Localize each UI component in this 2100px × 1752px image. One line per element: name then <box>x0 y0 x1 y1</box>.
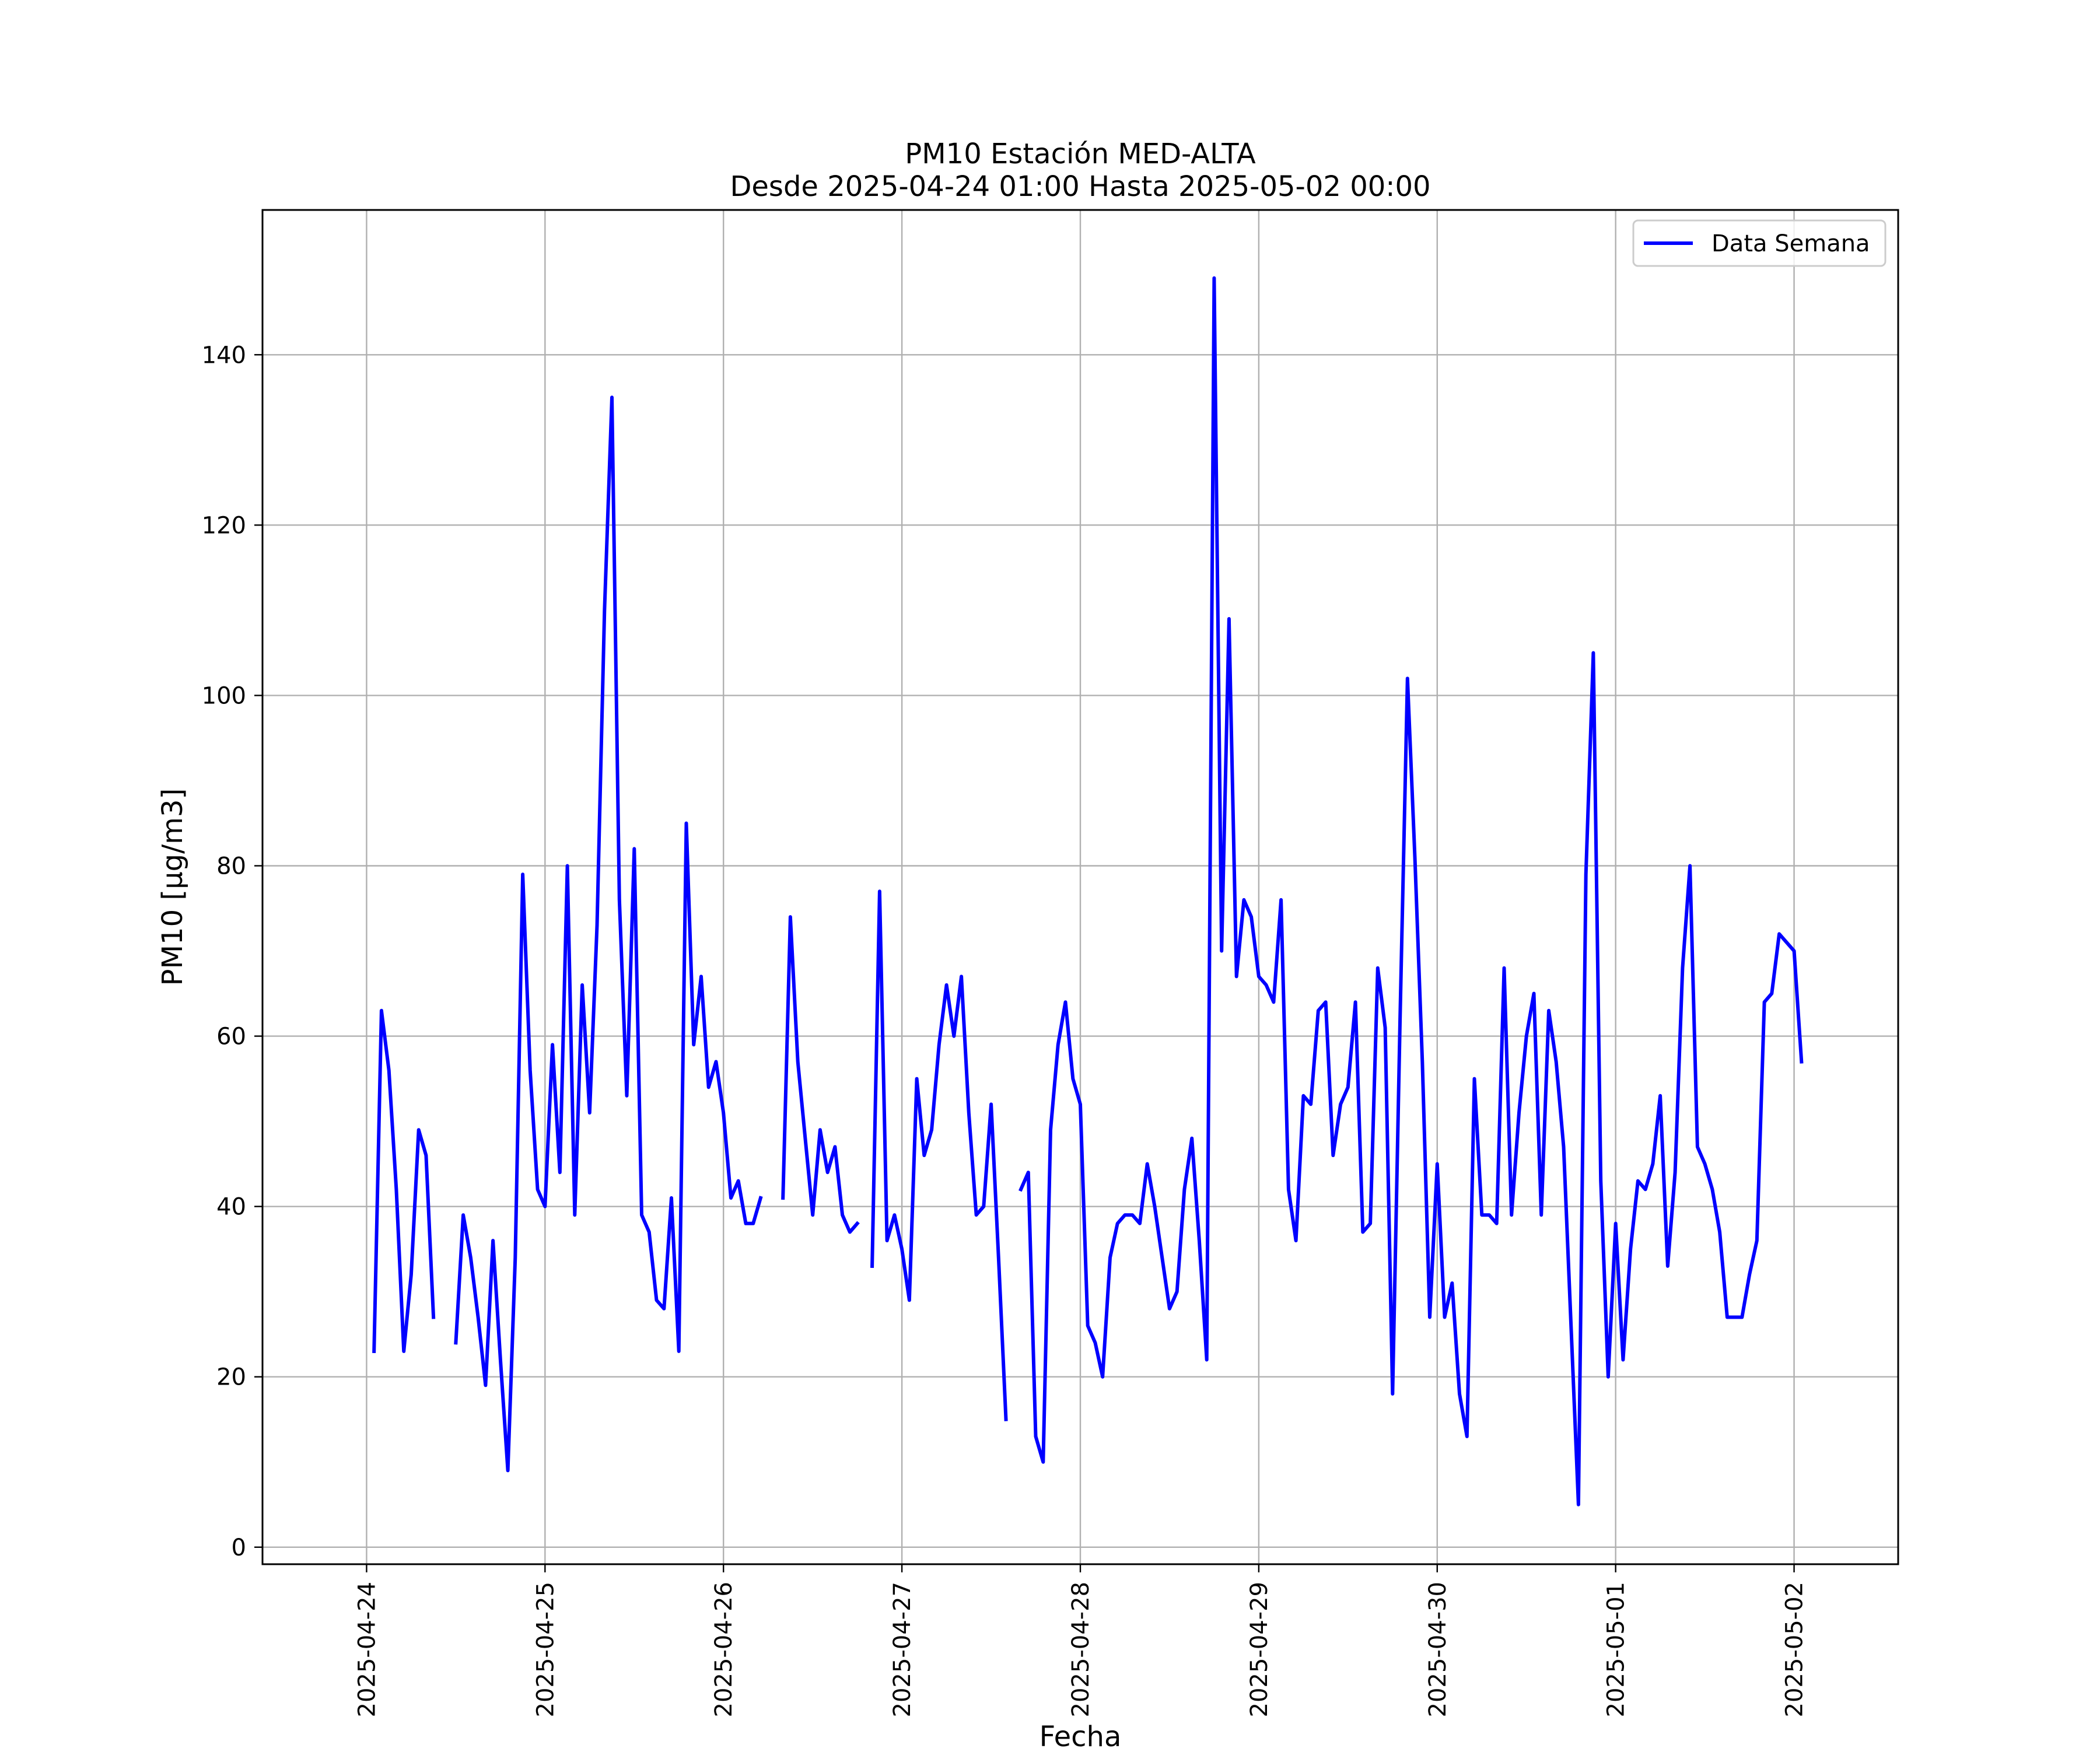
x-tick-label: 2025-05-02 <box>1782 1582 1808 1717</box>
y-tick-label: 80 <box>216 853 246 879</box>
x-tick-label: 2025-04-28 <box>1068 1582 1094 1717</box>
axis-ticks: 2025-04-24 2025-04-25 2025-04-26 2025-04-27… <box>202 342 1808 1717</box>
legend-box <box>1632 219 1887 267</box>
legend-label: Data Semana <box>1712 230 1870 257</box>
x-axis-label: Fecha <box>1040 1721 1122 1750</box>
x-tick-label: 2025-04-24 <box>354 1582 380 1717</box>
x-tick-label: 2025-04-27 <box>889 1582 916 1717</box>
x-tick-label: 2025-04-29 <box>1246 1582 1273 1717</box>
y-tick-label: 60 <box>216 1024 246 1050</box>
x-tick-label: 2025-04-30 <box>1424 1582 1451 1717</box>
chart-subtitle: Desde 2025-04-24 01:00 Hasta 2025-05-02 … <box>730 170 1430 203</box>
y-tick-label: 120 <box>202 512 246 539</box>
y-tick-label: 140 <box>202 342 246 369</box>
grid-lines <box>262 210 1898 1564</box>
series-line-data-semana <box>372 276 1804 1506</box>
y-tick-label: 100 <box>202 682 246 709</box>
y-tick-label: 40 <box>216 1194 246 1221</box>
y-tick-label: 0 <box>232 1534 246 1561</box>
x-tick-label: 2025-04-25 <box>532 1582 559 1717</box>
series-layer <box>372 276 1804 1506</box>
chart-title: PM10 Estación MED-ALTA <box>905 138 1256 170</box>
legend: Data Semana <box>1632 219 1887 267</box>
y-axis-label: PM10 [μg/m3] <box>156 789 189 986</box>
x-tick-label: 2025-05-01 <box>1603 1582 1630 1717</box>
y-tick-label: 20 <box>216 1364 246 1391</box>
x-tick-label: 2025-04-26 <box>710 1582 737 1717</box>
